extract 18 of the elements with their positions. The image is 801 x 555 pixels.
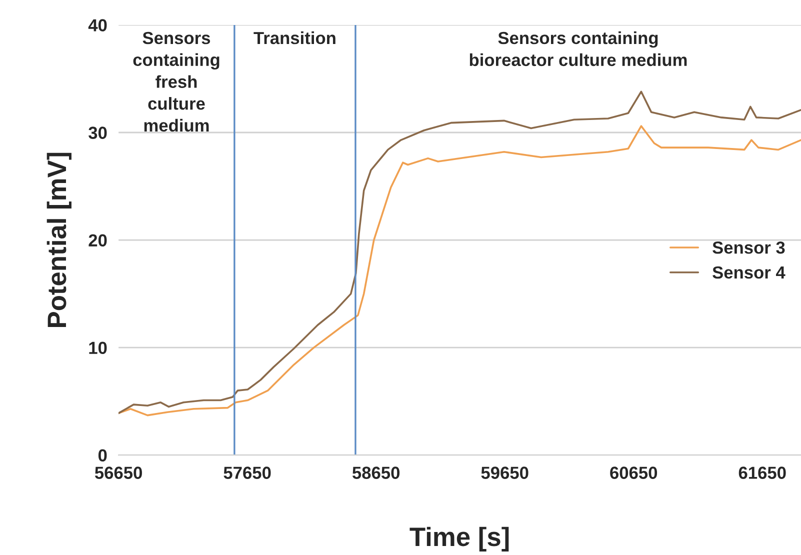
legend-label: Sensor 4	[712, 266, 786, 279]
annotation: Sensors containing fresh culture medium	[133, 32, 220, 132]
x-tick-label: 57650	[224, 466, 271, 479]
annotation: Sensors containing bioreactor culture medium	[470, 31, 687, 66]
x-tick-label: 60650	[610, 466, 658, 479]
y-tick-label: 0	[98, 449, 107, 462]
x-tick-label: 61650	[738, 466, 786, 479]
y-tick-label: 40	[88, 19, 107, 32]
x-tick-label: 59650	[481, 466, 528, 479]
x-axis-title: Time [s]	[410, 526, 509, 552]
y-tick-label: 10	[89, 342, 107, 354]
y-axis-title: Potential [mV]	[46, 152, 72, 327]
legend-label: Sensor 3	[712, 241, 785, 254]
annotation: Transition	[254, 31, 336, 44]
x-tick-label: 56650	[94, 466, 142, 479]
x-tick-label: 58650	[352, 466, 400, 479]
y-tick-label: 30	[88, 126, 107, 139]
y-tick-label: 20	[88, 234, 107, 246]
